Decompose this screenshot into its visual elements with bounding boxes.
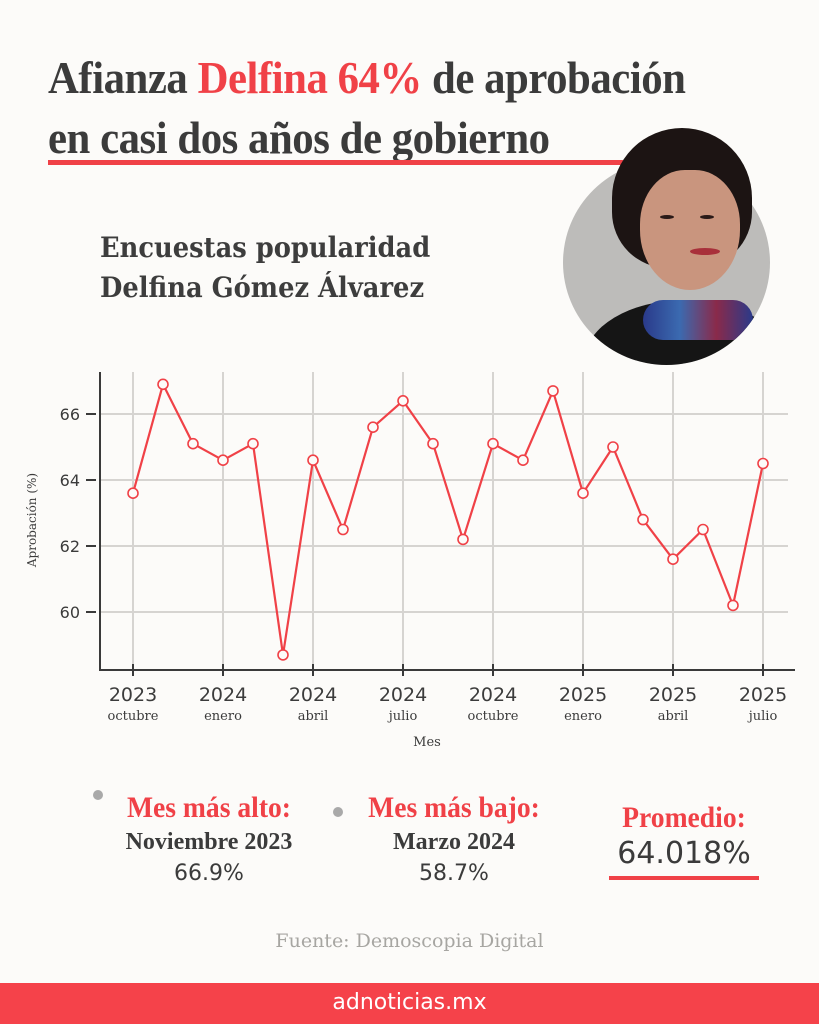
x-tick-year: 2023 [109, 684, 157, 706]
x-tick-year: 2025 [649, 684, 697, 706]
footer-site-link[interactable]: adnoticias.mx [332, 990, 487, 1015]
title-highlight: Delfina 64% [197, 52, 423, 103]
stat-lowest-value: 58.7% [419, 861, 489, 886]
y-axis-label: Aprobación (%) [25, 473, 39, 568]
stat-lowest-month: Marzo 2024 [393, 829, 515, 855]
x-tick-year: 2024 [379, 684, 427, 706]
x-tick-month: enero [204, 709, 242, 724]
data-point [397, 394, 409, 407]
data-point [547, 385, 559, 397]
x-tick-year: 2024 [469, 684, 517, 706]
x-tick-year: 2025 [739, 684, 787, 706]
portrait-eye [700, 215, 714, 219]
data-point [337, 523, 349, 536]
y-ticks: 60 62 64 66 [60, 405, 96, 622]
x-tick-month: abril [298, 709, 329, 724]
data-point [127, 487, 139, 500]
data-point [217, 454, 229, 467]
data-point [697, 523, 709, 536]
chart-grid [100, 372, 788, 670]
series-line [131, 383, 765, 657]
portrait-face [640, 170, 740, 290]
portrait-lips [690, 248, 720, 255]
series-aprobacion [127, 378, 769, 661]
chart-axes [99, 372, 795, 671]
subtitle-line2: Delfina Gómez Álvarez [100, 271, 425, 304]
data-point [517, 454, 529, 467]
stat-highest-value: 66.9% [174, 861, 244, 886]
stat-average: Promedio: 64.018% [600, 800, 768, 880]
x-tick-month: abril [658, 709, 689, 724]
chart-subtitle: Encuestas popularidad Delfina Gómez Álva… [100, 228, 430, 308]
x-ticks: 2023 octubre 2024 enero 2024 abril 2024 julio 20… [108, 664, 787, 724]
footer-bar: adnoticias.mx [0, 983, 819, 1024]
data-point [367, 421, 379, 434]
data-point [277, 649, 289, 661]
title-part1: Afianza [48, 52, 198, 103]
bullet-icon [333, 807, 343, 817]
data-point [487, 437, 499, 450]
subtitle-line1: Encuestas popularidad [100, 231, 431, 264]
x-tick-year: 2024 [289, 684, 337, 706]
x-tick-month: enero [564, 709, 602, 724]
x-axis-label: Mes [413, 735, 441, 750]
data-point [757, 457, 769, 470]
stat-highest: Mes más alto: Noviembre 2023 66.9% [98, 790, 320, 890]
y-tick-label: 64 [60, 471, 80, 490]
portrait-eye [660, 215, 674, 219]
y-tick-label: 60 [60, 603, 80, 622]
x-tick-month: julio [747, 709, 778, 724]
data-point [247, 437, 259, 450]
data-point [667, 553, 679, 566]
data-point [727, 599, 739, 612]
y-tick-label: 66 [60, 405, 80, 424]
x-tick-year: 2024 [199, 684, 247, 706]
x-tick-month: octubre [468, 709, 519, 724]
portrait-scarf [643, 300, 753, 340]
title-line2: en casi dos años de gobierno [48, 112, 550, 163]
data-point [457, 533, 469, 546]
data-point [157, 378, 169, 391]
average-underline [609, 876, 759, 880]
y-tick-label: 62 [60, 537, 80, 556]
source-note: Fuente: Demoscopia Digital [275, 930, 544, 952]
stat-average-label: Promedio: [622, 801, 746, 834]
data-point [187, 437, 199, 450]
data-point [607, 441, 619, 453]
data-point [577, 487, 589, 500]
stat-highest-label: Mes más alto: [126, 791, 292, 824]
stat-lowest-label: Mes más bajo: [368, 791, 540, 824]
data-point [427, 437, 439, 450]
x-tick-month: julio [387, 709, 418, 724]
data-point [637, 513, 649, 526]
data-point [307, 454, 319, 467]
stat-highest-month: Noviembre 2023 [125, 829, 293, 855]
x-tick-year: 2025 [559, 684, 607, 706]
title-part2: de aprobación [421, 52, 686, 103]
stat-lowest: Mes más bajo: Marzo 2024 58.7% [352, 790, 556, 890]
page-title: Afianza Delfina 64% de aprobación en casi… [48, 48, 686, 168]
title-underline [48, 160, 623, 165]
stat-average-value: 64.018% [617, 836, 751, 871]
x-tick-month: octubre [108, 709, 159, 724]
bullet-icon [93, 790, 103, 800]
